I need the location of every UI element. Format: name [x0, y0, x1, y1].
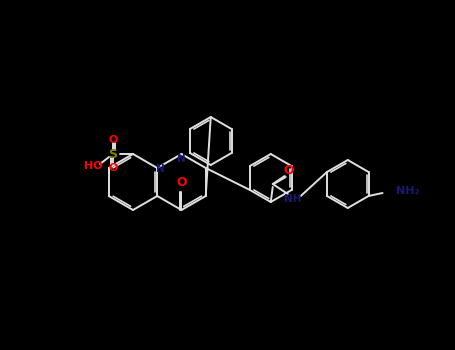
Text: NH₂: NH₂: [395, 186, 419, 196]
Text: HO: HO: [84, 161, 102, 171]
Text: N: N: [177, 154, 186, 164]
Text: O: O: [108, 163, 118, 173]
Text: O: O: [283, 164, 294, 177]
Text: O: O: [108, 135, 118, 145]
Text: NH: NH: [284, 194, 302, 204]
Text: O: O: [176, 176, 187, 189]
Text: N: N: [156, 164, 165, 174]
Text: S: S: [108, 147, 117, 161]
